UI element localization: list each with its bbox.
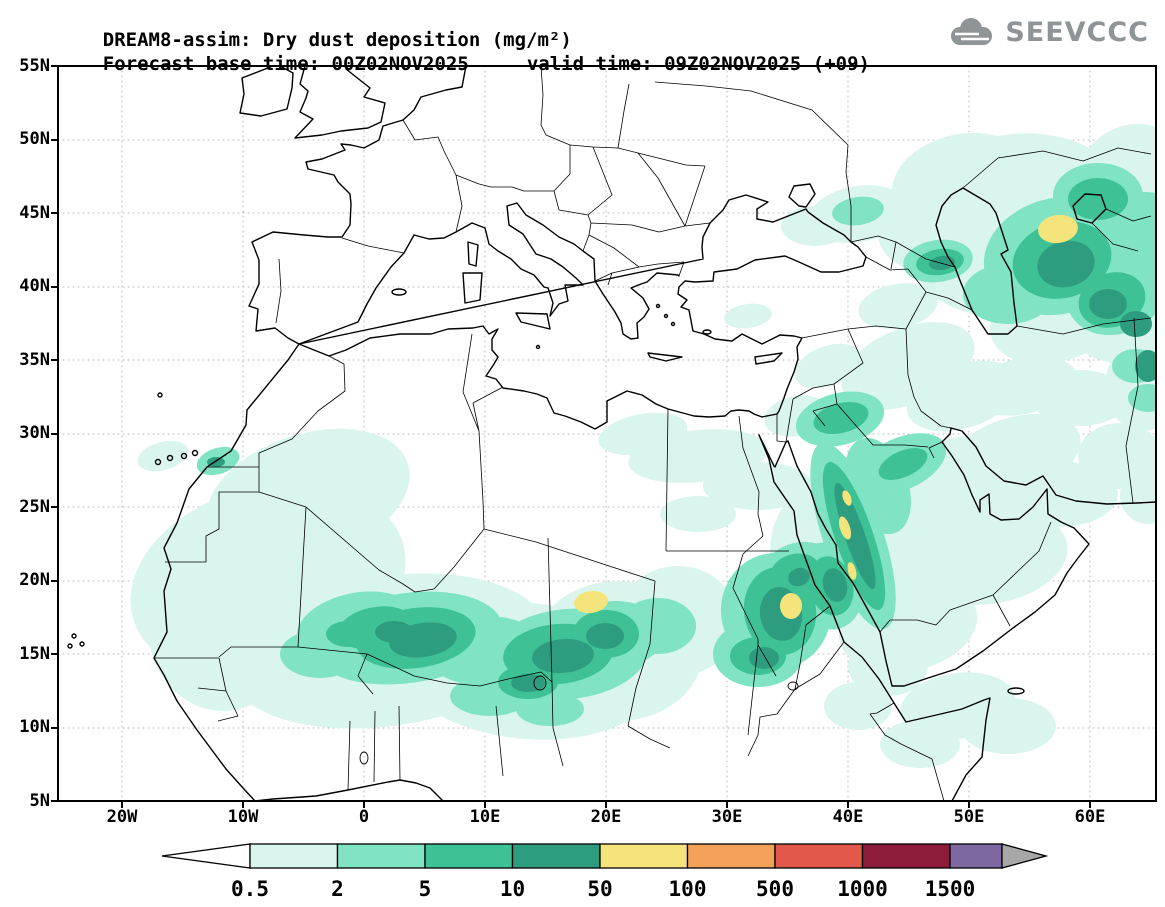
lat-label-20n: 20N bbox=[19, 570, 50, 590]
colorbar-label-10: 10 bbox=[500, 877, 525, 901]
lat-label-30n: 30N bbox=[19, 423, 50, 443]
coast-west-africa bbox=[153, 343, 300, 801]
colorbar-segment-2-5 bbox=[336, 843, 426, 869]
lat-label-35n: 35N bbox=[19, 350, 50, 370]
island-mallorca bbox=[391, 288, 407, 296]
lon-label-20e: 20E bbox=[590, 807, 622, 827]
coast-mediterranean-europe bbox=[298, 202, 680, 345]
coast-ireland bbox=[239, 66, 294, 117]
colorbar-svg: 0.5 2 5 10 50 100 500 1000 1500 bbox=[161, 843, 1049, 901]
island-cyprus bbox=[754, 352, 783, 365]
borders-middle-east bbox=[776, 147, 1152, 633]
coast-iberia-france-northsea bbox=[248, 66, 467, 345]
colorbar-segment-100-500 bbox=[686, 843, 776, 869]
lake-chad bbox=[533, 675, 547, 691]
colorbar-label-2: 2 bbox=[331, 877, 344, 901]
coastlines bbox=[67, 66, 1156, 801]
cloud-icon bbox=[951, 18, 993, 45]
borders-europe bbox=[275, 66, 852, 324]
lake-tana bbox=[787, 681, 799, 691]
borders-africa bbox=[154, 333, 945, 801]
dust-layer-10-50 bbox=[207, 240, 1156, 692]
coast-north-africa-levant-blacksea bbox=[298, 194, 867, 430]
lon-label-20w: 20W bbox=[106, 807, 138, 827]
island-sardinia bbox=[462, 272, 483, 304]
lon-label-10w: 10W bbox=[227, 807, 259, 827]
lon-label-40e: 40E bbox=[832, 807, 864, 827]
dust-layer-50-100 bbox=[574, 214, 1078, 619]
map-area bbox=[51, 59, 1163, 808]
colorbar-label-50: 50 bbox=[587, 877, 612, 901]
colorbar-label-0p5: 0.5 bbox=[231, 877, 269, 901]
sea-of-azov bbox=[788, 183, 816, 208]
cape-verde-islands bbox=[67, 633, 85, 649]
lon-label-60e: 60E bbox=[1074, 807, 1106, 827]
colorbar-segment-1500plus bbox=[949, 843, 1003, 869]
lon-label-30e: 30E bbox=[711, 807, 743, 827]
left-axis-ticks bbox=[51, 65, 58, 802]
logo-wordmark: SEEVCCC bbox=[1005, 16, 1149, 48]
island-corsica bbox=[467, 241, 479, 267]
coast-gulf-of-guinea bbox=[254, 779, 444, 801]
coast-britain bbox=[294, 66, 386, 139]
forecast-map bbox=[51, 65, 1157, 808]
colorbar-right-arrow bbox=[1001, 843, 1049, 869]
colorbar-label-1000: 1000 bbox=[837, 877, 888, 901]
canary-islands bbox=[154, 392, 199, 466]
colorbar-segment-500-1000 bbox=[774, 843, 864, 869]
country-borders bbox=[154, 66, 1152, 801]
colorbar-segment-1000-1500 bbox=[861, 843, 951, 869]
base-time-label: Forecast base time: 00Z02NOV2025 bbox=[102, 53, 469, 75]
lat-label-15n: 15N bbox=[19, 644, 50, 664]
seevccc-logo: SEEVCCC bbox=[945, 16, 1149, 48]
coast-redsea-arabia-gulf bbox=[758, 427, 1156, 687]
colorbar-label-1500: 1500 bbox=[925, 877, 976, 901]
island-socotra bbox=[1007, 687, 1025, 695]
lat-label-5n: 5N bbox=[29, 791, 50, 811]
nile-river bbox=[732, 415, 777, 736]
colorbar-label-5: 5 bbox=[419, 877, 432, 901]
colorbar-label-100: 100 bbox=[669, 877, 707, 901]
lat-label-55n: 55N bbox=[19, 56, 50, 76]
colorbar-segment-5-10 bbox=[424, 843, 514, 869]
lon-label-0: 0 bbox=[358, 807, 370, 827]
colorbar-segment-10-50 bbox=[511, 843, 601, 869]
page-title: DREAM8-assim: Dry dust deposition (mg/m²… bbox=[57, 7, 572, 73]
lat-label-40n: 40N bbox=[19, 276, 50, 296]
lat-label-10n: 10N bbox=[19, 717, 50, 737]
lon-label-50e: 50E bbox=[953, 807, 985, 827]
map-frame bbox=[57, 65, 1157, 802]
colorbar-segment-50-100 bbox=[599, 843, 689, 869]
title-text: DREAM8-assim: Dry dust deposition (mg/m²… bbox=[102, 29, 572, 51]
coast-egypt-sudan-horn bbox=[758, 434, 991, 801]
island-crete bbox=[647, 352, 683, 362]
island-malta bbox=[535, 344, 541, 350]
lake-volta bbox=[359, 751, 369, 765]
bottom-axis-ticks bbox=[121, 801, 1091, 808]
colorbar-segment-0p5-2 bbox=[249, 843, 339, 869]
lat-label-50n: 50N bbox=[19, 129, 50, 149]
aegean-islands bbox=[655, 303, 676, 327]
lat-label-45n: 45N bbox=[19, 203, 50, 223]
colorbar-label-500: 500 bbox=[756, 877, 794, 901]
island-rhodes bbox=[702, 329, 712, 335]
island-sicily bbox=[515, 312, 551, 330]
colorbar: 0.5 2 5 10 50 100 500 1000 1500 bbox=[0, 834, 1165, 907]
caspian-sea bbox=[935, 187, 1018, 335]
subtitle: Forecast base time: 00Z02NOV2025 valid ti… bbox=[57, 31, 870, 97]
colorbar-left-arrow bbox=[161, 843, 251, 869]
lat-label-25n: 25N bbox=[19, 497, 50, 517]
lon-label-10e: 10E bbox=[469, 807, 501, 827]
